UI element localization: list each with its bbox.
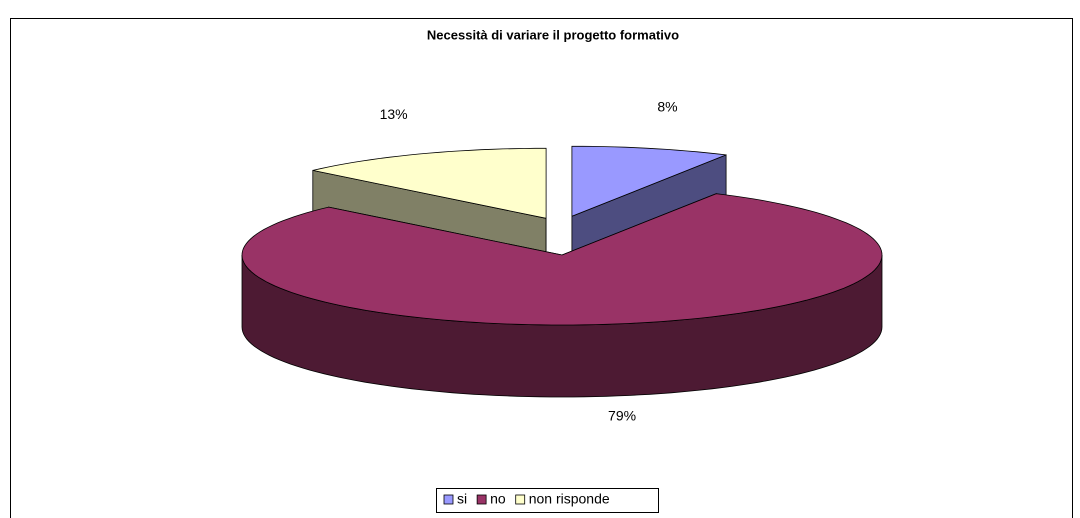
chart-title: Necessità di variare il progetto formati… [427,27,679,42]
slice-top [571,145,727,217]
legend: si no non risponde [436,488,659,513]
legend-swatch [515,494,526,505]
legend-swatch [476,494,487,505]
data-label: 8% [657,98,677,114]
data-label: 13% [380,106,408,122]
pie-slice [241,193,883,398]
legend-label: si [457,491,467,507]
legend-swatch [443,494,454,505]
legend-box [436,488,659,513]
slice-top [312,147,547,219]
data-label: 79% [608,408,636,424]
slice-top [241,193,883,326]
legend-label: non risponde [529,491,610,507]
legend-label: no [490,491,506,507]
